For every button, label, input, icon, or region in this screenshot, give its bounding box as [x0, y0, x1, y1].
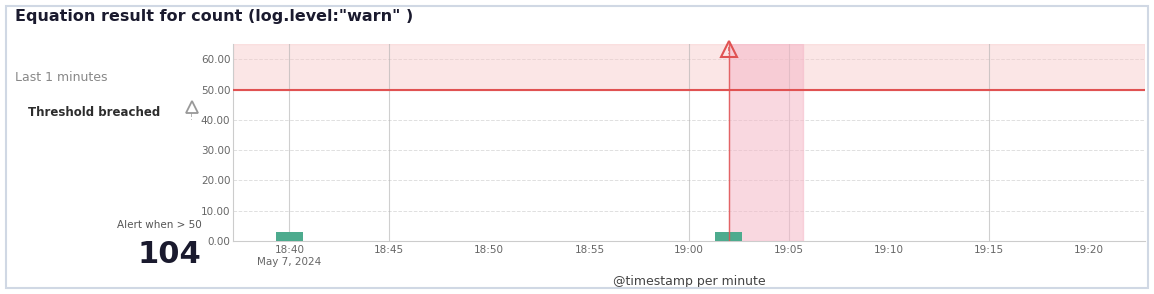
- X-axis label: @timestamp per minute: @timestamp per minute: [613, 275, 765, 288]
- Text: !: !: [190, 113, 193, 122]
- Bar: [233, 44, 1145, 90]
- Bar: [276, 232, 302, 241]
- Bar: [728, 44, 803, 241]
- Text: Alert when > 50: Alert when > 50: [117, 220, 202, 230]
- Text: 104: 104: [138, 240, 202, 269]
- Text: Last 1 minutes: Last 1 minutes: [15, 71, 107, 83]
- Text: Equation result for count (log.level:"warn" ): Equation result for count (log.level:"wa…: [15, 9, 413, 24]
- Bar: [715, 232, 742, 241]
- Text: Threshold breached: Threshold breached: [28, 106, 160, 119]
- Text: !: !: [727, 46, 730, 56]
